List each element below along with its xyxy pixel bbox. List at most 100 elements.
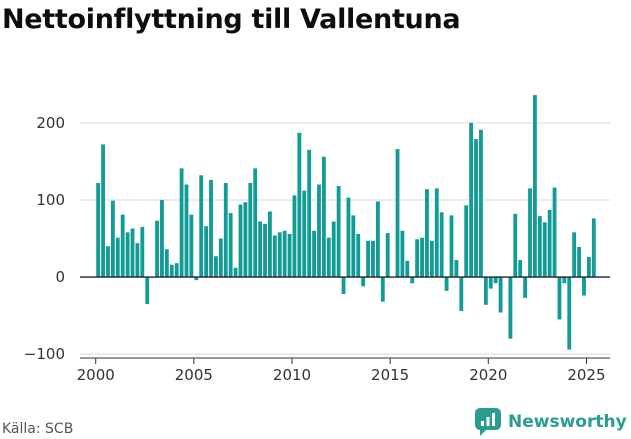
bar bbox=[287, 233, 292, 278]
bar bbox=[542, 222, 547, 278]
bar bbox=[400, 230, 405, 278]
bar bbox=[297, 132, 302, 278]
bar bbox=[243, 202, 248, 278]
bar bbox=[331, 221, 336, 278]
bar bbox=[312, 230, 316, 278]
bar bbox=[302, 190, 307, 278]
bar bbox=[101, 144, 105, 278]
bar bbox=[238, 204, 243, 278]
bar bbox=[444, 277, 449, 291]
axes: −100 0 100 200 2000 2005 2010 2015 2020 2025 bbox=[24, 114, 610, 384]
bar bbox=[204, 226, 209, 278]
bar bbox=[233, 267, 238, 278]
bar bbox=[582, 277, 586, 296]
bar bbox=[395, 149, 400, 278]
bar bbox=[135, 243, 140, 278]
brand-logo[interactable]: Newsworthy bbox=[475, 408, 627, 436]
bar bbox=[533, 95, 537, 278]
x-tick-label: 2015 bbox=[371, 366, 409, 384]
bar bbox=[493, 277, 498, 284]
bar bbox=[498, 277, 503, 313]
bar bbox=[439, 212, 444, 278]
bar bbox=[380, 277, 385, 302]
bar bbox=[125, 232, 130, 278]
bar bbox=[528, 188, 532, 278]
bar bbox=[420, 237, 424, 278]
bar bbox=[415, 239, 420, 278]
y-tick-label: 0 bbox=[55, 268, 65, 286]
bar bbox=[488, 277, 493, 289]
bar bbox=[513, 213, 518, 278]
bar bbox=[459, 277, 464, 311]
bar bbox=[410, 277, 415, 284]
bar bbox=[464, 205, 469, 278]
bar bbox=[277, 232, 282, 278]
bar bbox=[228, 213, 233, 278]
bar bbox=[214, 256, 218, 278]
bar bbox=[155, 220, 159, 278]
bar bbox=[586, 257, 591, 278]
bar bbox=[567, 277, 572, 350]
bar bbox=[292, 195, 297, 278]
bar bbox=[523, 277, 528, 298]
bar bbox=[164, 249, 169, 278]
bar bbox=[341, 277, 346, 294]
bar bbox=[282, 230, 287, 278]
bar bbox=[351, 215, 356, 278]
bar bbox=[371, 240, 375, 278]
bar bbox=[110, 200, 115, 278]
bar bbox=[253, 168, 258, 278]
bar bbox=[120, 214, 125, 278]
bar bbox=[537, 216, 542, 278]
bar bbox=[307, 149, 312, 278]
bar bbox=[361, 277, 366, 287]
bar bbox=[179, 168, 184, 278]
gridlines bbox=[80, 122, 610, 355]
bar bbox=[375, 201, 380, 278]
bar bbox=[552, 187, 557, 278]
bar bbox=[469, 122, 474, 278]
bar bbox=[115, 237, 120, 278]
bar bbox=[218, 238, 223, 278]
x-tick-label: 2010 bbox=[273, 366, 311, 384]
bar bbox=[174, 263, 179, 278]
bar bbox=[317, 184, 321, 278]
bar bbox=[145, 277, 150, 305]
x-tick-label: 2025 bbox=[567, 366, 605, 384]
bar bbox=[263, 223, 267, 278]
bar bbox=[366, 240, 370, 278]
bar bbox=[474, 139, 478, 278]
bar bbox=[479, 129, 483, 278]
x-tick-label: 2005 bbox=[175, 366, 213, 384]
bar bbox=[346, 197, 351, 278]
bar bbox=[454, 260, 459, 278]
bar bbox=[223, 182, 228, 278]
y-tick-label: −100 bbox=[24, 345, 65, 363]
bar bbox=[577, 246, 581, 278]
bar bbox=[160, 199, 164, 278]
brand-name: Newsworthy bbox=[508, 412, 627, 432]
bar bbox=[272, 235, 277, 278]
bar bbox=[356, 233, 361, 278]
bar bbox=[209, 179, 213, 278]
bar bbox=[258, 221, 263, 278]
bar bbox=[591, 218, 596, 278]
bar bbox=[508, 277, 513, 339]
bar bbox=[326, 237, 331, 278]
bar bbox=[248, 182, 253, 278]
bar bbox=[483, 277, 488, 305]
bar bbox=[169, 264, 174, 278]
bar bbox=[518, 260, 523, 278]
bar bbox=[425, 189, 429, 278]
bar bbox=[434, 188, 439, 278]
page-title: Nettoinflyttning till Vallentuna bbox=[2, 4, 461, 35]
bar bbox=[199, 175, 204, 278]
y-tick-label: 200 bbox=[36, 114, 65, 132]
y-tick-label: 100 bbox=[36, 191, 65, 209]
bars bbox=[96, 95, 596, 350]
x-tick-label: 2000 bbox=[77, 366, 115, 384]
bar bbox=[449, 215, 454, 278]
bar bbox=[336, 186, 341, 278]
bar bbox=[184, 184, 189, 278]
